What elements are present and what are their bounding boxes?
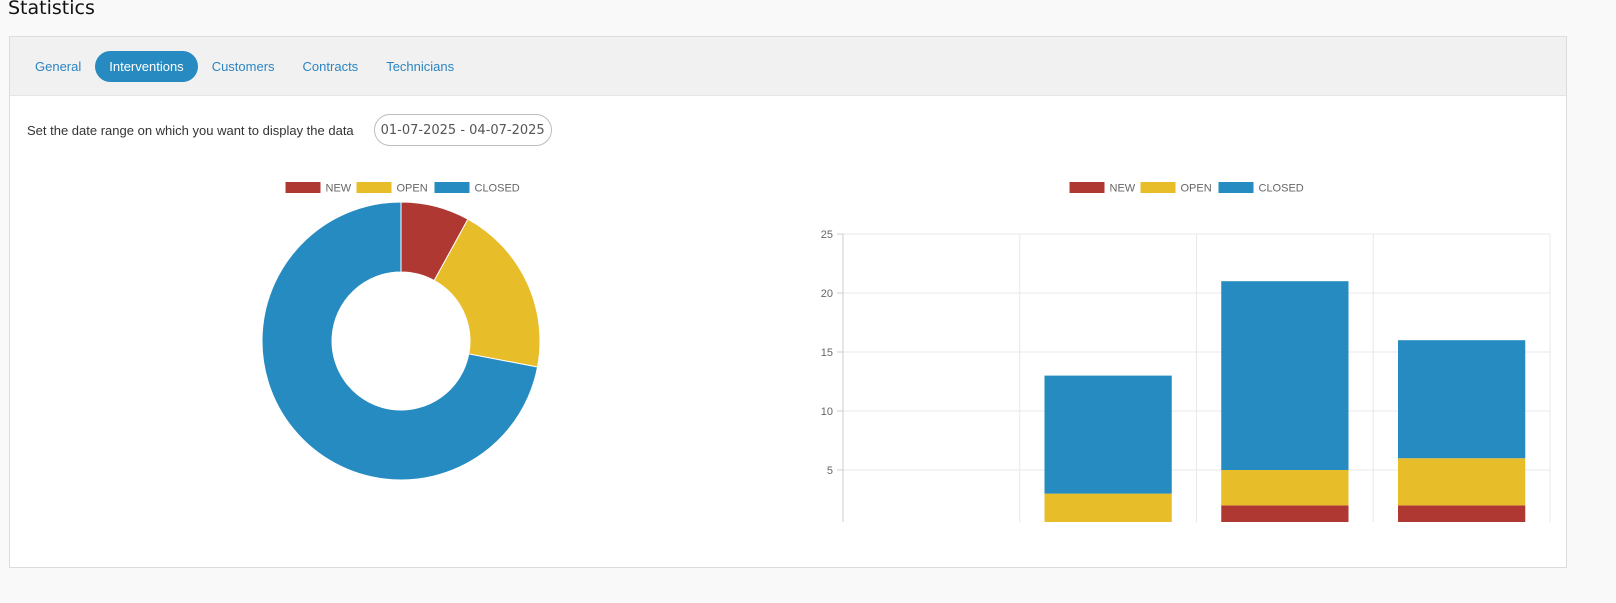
date-range-row: Set the date range on which you want to … xyxy=(27,114,552,146)
legend-swatch-open xyxy=(1140,182,1176,193)
legend-swatch-open xyxy=(356,182,392,193)
ytick-label-5: 5 xyxy=(827,465,833,477)
bar-new-2025-07-03 xyxy=(1221,505,1349,522)
ytick-label-10: 10 xyxy=(821,406,833,418)
bar-closed-2025-07-02 xyxy=(1044,375,1172,494)
doughnut-slice-open xyxy=(433,218,541,368)
tab-bar: General Interventions Customers Contract… xyxy=(10,37,1566,96)
tab-customers[interactable]: Customers xyxy=(211,58,275,74)
bar-closed-2025-07-04 xyxy=(1397,340,1526,459)
bar-open-2025-07-04 xyxy=(1397,458,1526,506)
tab-general[interactable]: General xyxy=(35,58,82,74)
tab-technicians[interactable]: Technicians xyxy=(386,58,455,74)
legend-label-closed: CLOSED xyxy=(475,183,520,195)
legend-label-closed: CLOSED xyxy=(1259,183,1304,195)
page-title: Statistics xyxy=(8,0,95,19)
statistics-panel: General Interventions Customers Contract… xyxy=(9,36,1567,568)
doughnut-slice-closed xyxy=(261,201,539,481)
legend-swatch-new xyxy=(285,182,321,193)
ytick-label-20: 20 xyxy=(821,288,833,300)
legend-label-open: OPEN xyxy=(1181,183,1212,195)
legend-label-new: NEW xyxy=(1110,183,1136,195)
legend-label-new: NEW xyxy=(326,183,352,195)
doughnut-chart: NEW OPEN CLOSED xyxy=(261,182,541,481)
ytick-label-25: 25 xyxy=(821,229,833,241)
legend-swatch-new xyxy=(1069,182,1105,193)
date-range-input[interactable] xyxy=(373,114,552,146)
bar-open-2025-07-02 xyxy=(1044,493,1172,522)
bar-closed-2025-07-03 xyxy=(1221,281,1349,470)
stacked-bar-chart: NEWOPENCLOSED05101520252025-07-012025-07… xyxy=(821,182,1551,522)
tab-interventions[interactable]: Interventions xyxy=(95,50,198,82)
bar-open-2025-07-03 xyxy=(1221,470,1349,506)
legend-label-open: OPEN xyxy=(397,183,428,195)
tab-contracts[interactable]: Contracts xyxy=(302,58,359,74)
date-range-label: Set the date range on which you want to … xyxy=(27,122,354,138)
bar-new-2025-07-04 xyxy=(1397,505,1526,522)
legend-swatch-closed xyxy=(434,182,470,193)
legend-swatch-closed xyxy=(1218,182,1254,193)
ytick-label-15: 15 xyxy=(821,347,833,359)
